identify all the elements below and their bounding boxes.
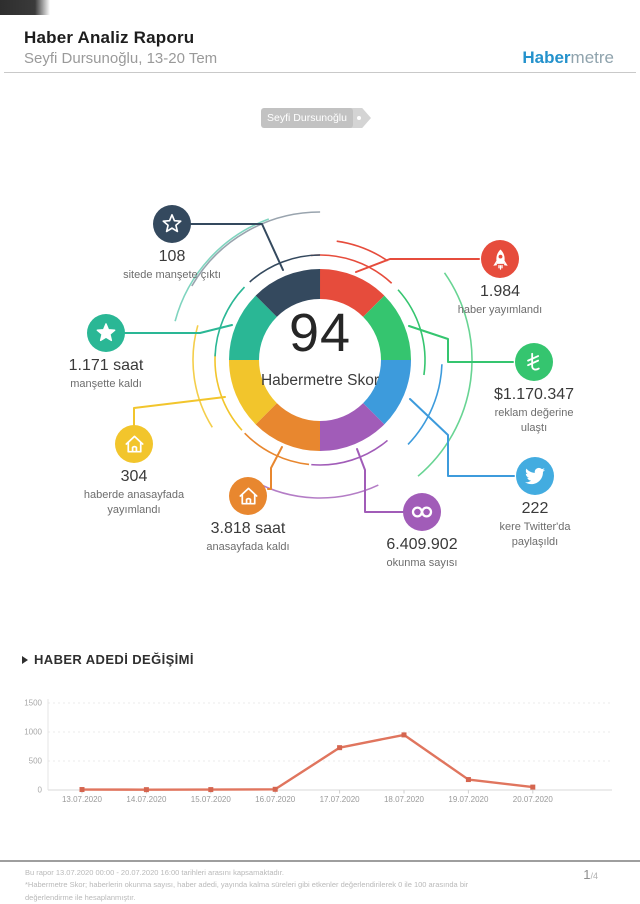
stat-value: 304 (120, 468, 148, 485)
home-icon (229, 477, 267, 515)
footer-notes: Bu rapor 13.07.2020 00:00 - 20.07.2020 1… (25, 867, 525, 904)
stat-value: 1.171 saat (68, 357, 144, 374)
stat-value: 108 (158, 248, 186, 265)
chart-grid: 0 500 1000 1500 (24, 699, 612, 795)
stat-homepage-published: 304 haberde anasayfada yayımlandı (59, 425, 209, 518)
page-subtitle: Seyfi Dursunoğlu, 13-20 Tem (24, 50, 218, 67)
data-point (272, 786, 278, 792)
page-number-current: 1 (583, 867, 591, 882)
y-tick-label: 1500 (24, 699, 42, 708)
data-point (79, 787, 85, 793)
x-tick-label: 14.07.2020 (126, 795, 167, 804)
rocket-icon (481, 240, 519, 278)
breadcrumb-dot-icon (357, 116, 361, 120)
page-number: 1/4 (583, 866, 598, 884)
x-tick-label: 13.07.2020 (62, 795, 103, 804)
chart-section-title: HABER ADEDİ DEĞİŞİMİ (22, 652, 194, 667)
habermetre-score-value: 94 (288, 303, 352, 363)
logo-part-2: metre (570, 48, 614, 67)
header-divider (4, 72, 636, 73)
data-point (465, 777, 471, 783)
stat-label: anasayfada kaldı (206, 541, 290, 553)
y-tick-label: 1000 (24, 728, 42, 737)
chart-section-title-text: HABER ADEDİ DEĞİŞİMİ (34, 652, 194, 667)
stat-value: 6.409.902 (386, 536, 458, 553)
corner-mark (0, 0, 50, 15)
data-point (143, 787, 149, 793)
chart-x-axis: 13.07.2020 14.07.2020 15.07.2020 16.07.2020… (62, 790, 553, 804)
stat-value: 1.984 (479, 283, 521, 300)
stat-homepage-hours: 3.818 saat anasayfada kaldı (178, 477, 318, 555)
stat-label: okunma sayısı (386, 557, 458, 569)
infinity-icon (403, 493, 441, 531)
x-tick-label: 16.07.2020 (255, 795, 296, 804)
logo-part-1: Haber (522, 48, 571, 67)
x-tick-label: 20.07.2020 (513, 795, 554, 804)
data-point (208, 787, 214, 793)
x-tick-label: 15.07.2020 (191, 795, 232, 804)
stat-label: haber yayımlandı (457, 304, 543, 316)
star-outline-icon (153, 205, 191, 243)
habermetre-score-label: Habermetre Skor (260, 372, 379, 389)
stat-label: manşette kaldı (70, 378, 142, 390)
y-tick-label: 0 (38, 786, 43, 795)
footer-line-3: değerlendirme ile hesaplanmıştır. (25, 892, 136, 902)
twitter-icon (516, 457, 554, 495)
lira-icon (515, 343, 553, 381)
x-tick-label: 17.07.2020 (320, 795, 361, 804)
stat-news-published: 1.984 haber yayımlandı (430, 240, 570, 318)
stat-headline-hours: 1.171 saat manşette kaldı (36, 314, 176, 392)
stat-label: haberde anasayfada yayımlandı (83, 489, 185, 516)
page-title: Haber Analiz Raporu (24, 28, 195, 47)
stat-value: 3.818 saat (210, 520, 286, 537)
home-icon (115, 425, 153, 463)
habermetre-logo: Habermetre (522, 48, 614, 68)
data-point (401, 732, 407, 738)
page-number-total: /4 (590, 871, 598, 881)
data-point (530, 784, 536, 790)
footer-line-1: Bu rapor 13.07.2020 00:00 - 20.07.2020 1… (25, 868, 284, 877)
star-icon (87, 314, 125, 352)
news-count-line-chart: 0 500 1000 1500 13.07.2020 14.07.2020 15.07.20… (24, 699, 612, 804)
x-tick-label: 18.07.2020 (384, 795, 425, 804)
footer-line-2: *Habermetre Skor; haberlerin okunma sayı… (25, 880, 469, 890)
data-point (337, 745, 343, 751)
triangle-right-icon (22, 655, 28, 664)
line-markers (79, 732, 536, 793)
x-tick-label: 19.07.2020 (448, 795, 489, 804)
stat-value: 222 (521, 500, 549, 517)
breadcrumb-label: Seyfi Dursunoğlu (261, 108, 353, 128)
line-series (81, 733, 533, 791)
stat-headline-sites: 108 sitede manşete çıktı (102, 205, 242, 283)
y-tick-label: 500 (29, 757, 43, 766)
stat-reads: 6.409.902 okunma sayısı (352, 493, 492, 571)
stat-label: reklam değerine ulaştı (494, 407, 574, 434)
stat-ad-value: $1.170.347 reklam değerine ulaştı (464, 343, 604, 436)
stat-twitter-shares: 222 kere Twitter'da paylaşıldı (465, 457, 605, 550)
stat-label: sitede manşete çıktı (123, 269, 221, 281)
stat-value: $1.170.347 (493, 386, 575, 403)
footer-divider (0, 860, 640, 862)
stat-label: kere Twitter'da paylaşıldı (499, 521, 571, 548)
